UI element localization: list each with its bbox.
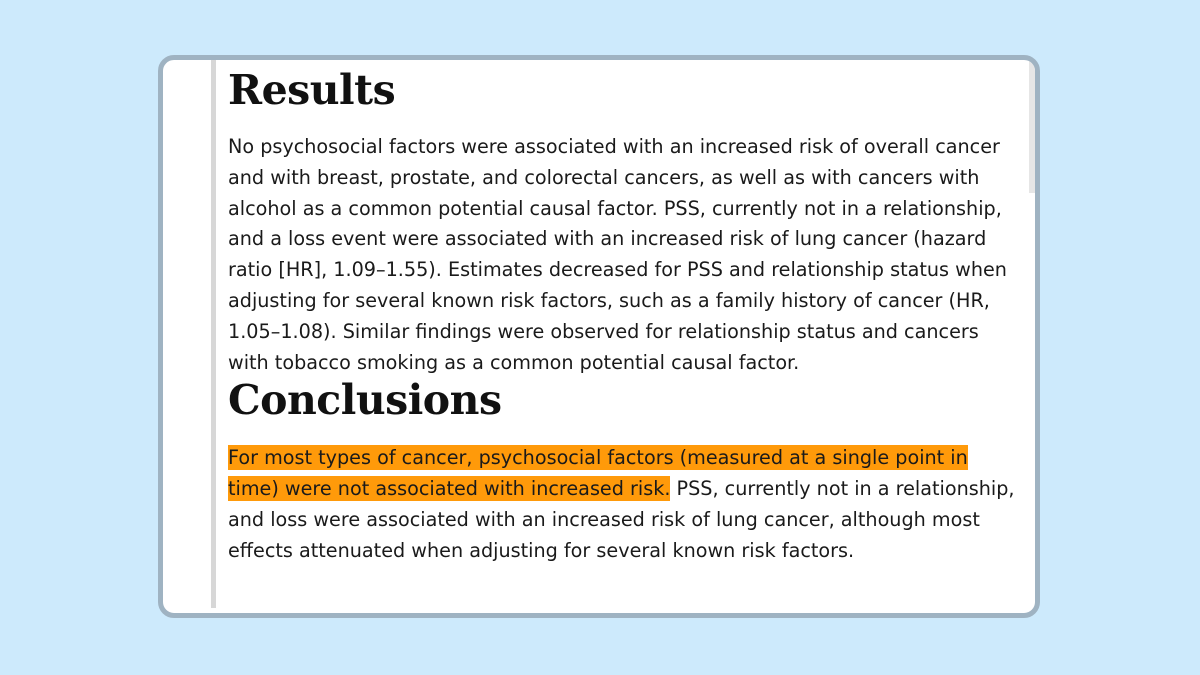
conclusions-rest-text: PSS, currently not in a relationship, an… (228, 477, 1015, 562)
conclusions-heading: Conclusions (228, 376, 502, 425)
conclusions-paragraph: For most types of cancer, psychosocial f… (228, 443, 1018, 566)
abstract-content: Results No psychosocial factors were ass… (228, 60, 1018, 567)
scrollbar-thumb[interactable] (1029, 60, 1035, 193)
results-heading: Results (228, 66, 396, 114)
blockquote-bar (211, 60, 216, 608)
results-paragraph: No psychosocial factors were associated … (228, 135, 1007, 374)
abstract-card: Results No psychosocial factors were ass… (158, 55, 1040, 618)
